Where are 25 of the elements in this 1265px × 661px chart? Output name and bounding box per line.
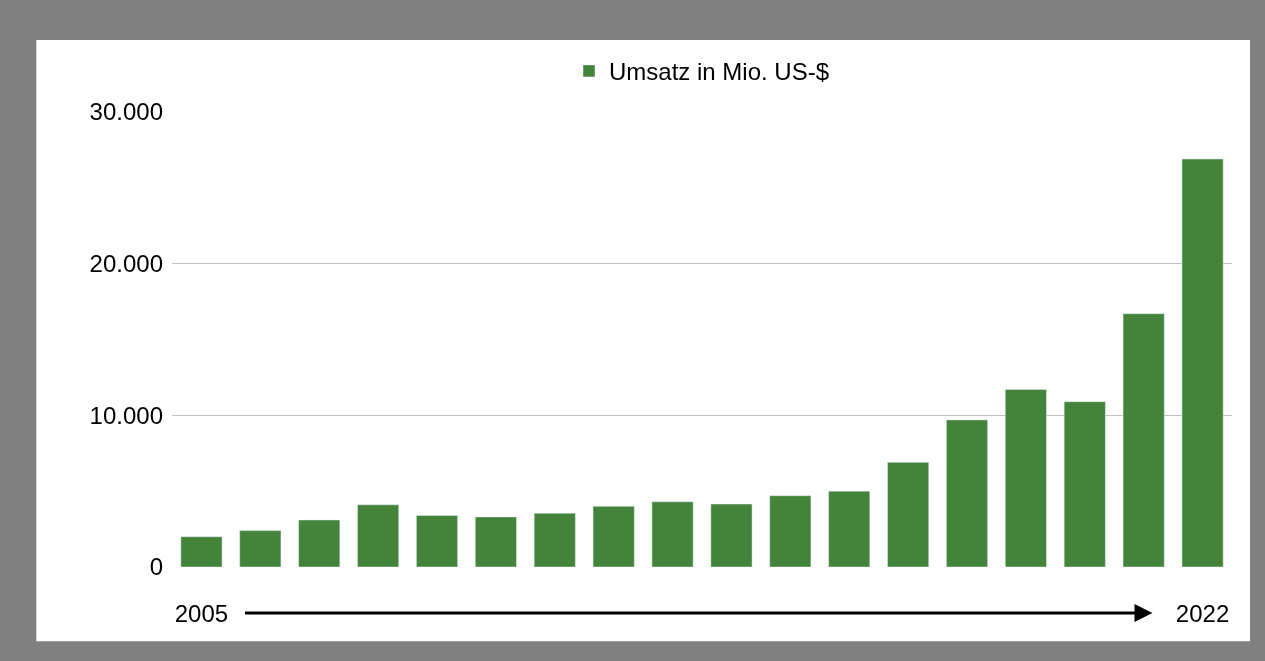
bar xyxy=(710,503,753,567)
bar xyxy=(1005,389,1047,567)
bar xyxy=(1181,158,1224,567)
bar xyxy=(887,462,929,567)
bar xyxy=(298,519,341,567)
bar xyxy=(1122,313,1165,567)
bar xyxy=(357,504,399,567)
bar xyxy=(533,512,576,567)
y-tick-label: 20.000 xyxy=(89,250,163,278)
bar xyxy=(1063,401,1106,567)
y-tick-label: 10.000 xyxy=(89,401,163,429)
bar xyxy=(769,495,812,567)
bar xyxy=(592,506,635,567)
y-tick-label: 30.000 xyxy=(89,98,163,126)
bar xyxy=(828,490,871,567)
bar xyxy=(239,530,282,567)
bar xyxy=(475,516,517,567)
bar xyxy=(416,515,458,567)
bar xyxy=(946,419,988,567)
x-tick-label: 2005 xyxy=(174,600,229,627)
x-tick-label: 2022 xyxy=(1175,600,1230,627)
y-tick-label: 0 xyxy=(149,553,163,581)
bar xyxy=(180,536,223,567)
bar xyxy=(651,501,694,567)
legend-label: Umsatz in Mio. US-$ xyxy=(609,58,830,86)
